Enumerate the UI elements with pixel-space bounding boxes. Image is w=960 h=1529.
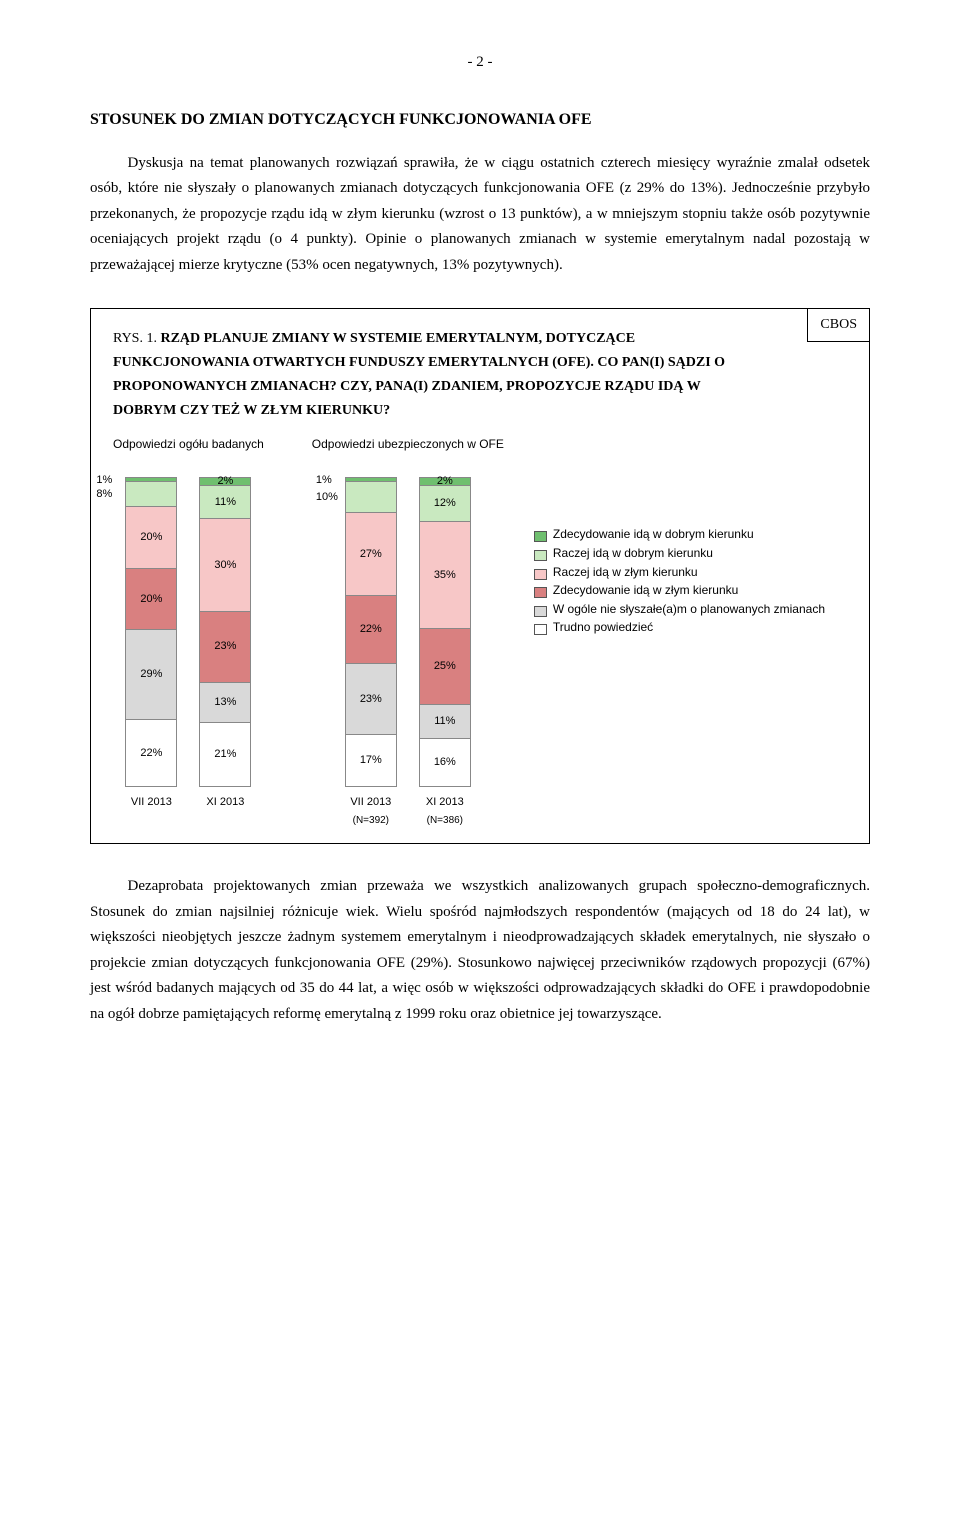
bar-column: 2%12%35%25%11%16% XI 2013(N=386) xyxy=(419,477,471,829)
segment-label: 8% xyxy=(96,485,112,504)
legend-label: Zdecydowanie idą w dobrym kierunku xyxy=(553,527,754,543)
legend-item: Raczej idą w dobrym kierunku xyxy=(534,546,825,562)
chart-group-title: Odpowiedzi ubezpieczonych w OFE xyxy=(312,437,504,469)
legend-swatch xyxy=(534,624,547,635)
bar-segment: 11% xyxy=(420,704,470,738)
legend-item: Trudno powiedzieć xyxy=(534,620,825,636)
bar-segment: 11% xyxy=(200,485,250,519)
chart-wrapper: Odpowiedzi ogółu badanych1%8%20%20%29%22… xyxy=(113,437,847,829)
bars-row: 1%8%20%20%29%22% VII 2013 2%11%30%23%13%21… xyxy=(113,477,264,812)
legend-swatch xyxy=(534,587,547,598)
legend-label: W ogóle nie słyszałe(a)m o planowanych z… xyxy=(553,602,825,618)
bar-segment: 20% xyxy=(126,568,176,630)
stacked-bar: 2%11%30%23%13%21% xyxy=(199,477,251,787)
legend-label: Raczej idą w złym kierunku xyxy=(553,565,698,581)
chart-legend: Zdecydowanie idą w dobrym kierunku Raczej… xyxy=(534,437,825,639)
x-axis-label: XI 2013(N=386) xyxy=(426,793,464,829)
bar-segment: 29% xyxy=(126,629,176,718)
chart-group-title: Odpowiedzi ogółu badanych xyxy=(113,437,264,469)
bar-segment: 12% xyxy=(420,485,470,522)
stacked-bar: 1%8%20%20%29%22% xyxy=(125,477,177,787)
chart-group: Odpowiedzi ogółu badanych 1%8%20%20%29%22… xyxy=(113,437,264,829)
stacked-bar-chart: Odpowiedzi ogółu badanych1%8%20%20%29%22… xyxy=(113,437,504,829)
bar-segment: 16% xyxy=(420,738,470,787)
bar-segment: 25% xyxy=(420,628,470,704)
intro-paragraph: Dyskusja na temat planowanych rozwiązań … xyxy=(90,151,870,279)
bar-segment: 23% xyxy=(346,663,396,734)
legend-label: Zdecydowanie idą w złym kierunku xyxy=(553,583,738,599)
x-axis-label: VII 2013 xyxy=(131,793,172,812)
bar-segment: 21% xyxy=(200,722,250,787)
bar-segment: 22% xyxy=(126,719,176,787)
section-title: STOSUNEK DO ZMIAN DOTYCZĄCYCH FUNKCJONOW… xyxy=(90,106,870,133)
stacked-bar: 2%12%35%25%11%16% xyxy=(419,477,471,787)
bar-segment: 20% xyxy=(126,506,176,568)
x-axis-sublabel: (N=386) xyxy=(426,812,464,829)
figure-caption: RYS. 1. RZĄD PLANUJE ZMIANY W SYSTEMIE E… xyxy=(113,327,757,422)
legend-swatch xyxy=(534,531,547,542)
legend-item: Zdecydowanie idą w złym kierunku xyxy=(534,583,825,599)
bar-segment: 22% xyxy=(346,595,396,663)
legend-swatch xyxy=(534,569,547,580)
legend-label: Trudno powiedzieć xyxy=(553,620,653,636)
chart-group: Odpowiedzi ubezpieczonych w OFE1%10%27%2… xyxy=(312,437,504,829)
x-axis-label: XI 2013 xyxy=(206,793,244,812)
closing-paragraph: Dezaprobata projektowanych zmian przeważ… xyxy=(90,874,870,1027)
cbos-label: CBOS xyxy=(807,308,870,342)
legend-item: W ogóle nie słyszałe(a)m o planowanych z… xyxy=(534,602,825,618)
bars-row: 1%10%27%22%23%17% VII 2013(N=392) 2%12%35%… xyxy=(312,477,504,829)
figure-number: RYS. 1. xyxy=(113,331,157,346)
legend-swatch xyxy=(534,606,547,617)
x-axis-label: VII 2013(N=392) xyxy=(350,793,391,829)
stacked-bar: 1%10%27%22%23%17% xyxy=(345,477,397,787)
bar-segment: 23% xyxy=(200,611,250,682)
legend-label: Raczej idą w dobrym kierunku xyxy=(553,546,713,562)
figure-1: CBOS RYS. 1. RZĄD PLANUJE ZMIANY W SYSTE… xyxy=(90,308,870,844)
bar-segment: 30% xyxy=(200,518,250,610)
bar-segment: 27% xyxy=(346,512,396,595)
x-axis-sublabel: (N=392) xyxy=(350,812,391,829)
bar-segment: 35% xyxy=(420,521,470,628)
bar-column: 2%11%30%23%13%21% XI 2013 xyxy=(199,477,251,812)
segment-label: 1% xyxy=(316,471,332,490)
bar-segment: 8% xyxy=(126,481,176,506)
legend-item: Zdecydowanie idą w dobrym kierunku xyxy=(534,527,825,543)
bar-segment: 10% xyxy=(346,481,396,512)
segment-label: 10% xyxy=(316,488,338,507)
bar-segment: 17% xyxy=(346,734,396,786)
figure-caption-text: RZĄD PLANUJE ZMIANY W SYSTEMIE EMERYTALN… xyxy=(113,331,725,417)
bar-segment: 13% xyxy=(200,682,250,722)
bar-column: 1%10%27%22%23%17% VII 2013(N=392) xyxy=(345,477,397,829)
legend-swatch xyxy=(534,550,547,561)
bar-column: 1%8%20%20%29%22% VII 2013 xyxy=(125,477,177,812)
page-number: - 2 - xyxy=(90,50,870,76)
legend-item: Raczej idą w złym kierunku xyxy=(534,565,825,581)
